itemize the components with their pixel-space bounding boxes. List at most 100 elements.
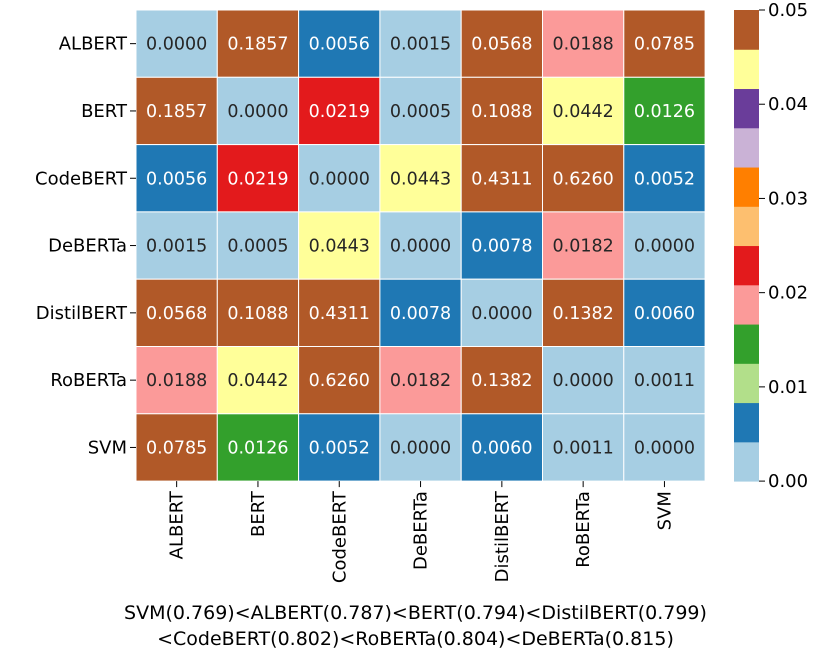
heatmap-cell <box>135 278 218 348</box>
y-tick-label: BERT <box>81 101 128 122</box>
cell-value-label: 0.0056 <box>309 35 370 55</box>
colorbar-segment <box>734 167 759 207</box>
colorbar-segment <box>734 284 759 325</box>
cell-value-label: 0.4311 <box>471 169 532 189</box>
cell-value-label: 0.0052 <box>309 438 370 458</box>
cell-value-label: 0.0011 <box>634 371 695 391</box>
heatmap-cell <box>542 413 625 482</box>
cell-value-label: 0.6260 <box>309 371 370 391</box>
heatmap-cell <box>135 9 218 78</box>
x-tick-label: ALBERT <box>167 490 188 559</box>
x-tick-label: DeBERTa <box>411 491 432 570</box>
cell-value-label: 0.0182 <box>553 237 614 257</box>
cell-value-label: 0.1857 <box>227 35 288 55</box>
heatmap-cell <box>216 346 300 415</box>
cell-value-label: 0.0056 <box>146 169 207 189</box>
cell-value-label: 0.0060 <box>471 438 532 458</box>
heatmap-cell <box>623 76 706 146</box>
cell-value-label: 0.0005 <box>227 237 288 257</box>
heatmap-cell <box>135 211 218 280</box>
cell-value-label: 0.0443 <box>309 237 370 257</box>
colorbar-segment <box>734 245 759 286</box>
heatmap-cell <box>298 346 381 415</box>
y-tick-label: ALBERT <box>59 34 128 55</box>
colorbar-segment <box>734 127 759 168</box>
cell-value-label: 0.1857 <box>146 102 207 122</box>
cell-value-label: 0.0568 <box>471 35 532 55</box>
colorbar-segment <box>734 10 759 50</box>
heatmap-cell <box>298 76 381 146</box>
cell-value-label: 0.1088 <box>227 304 288 324</box>
x-tick-label: RoBERTa <box>573 491 594 568</box>
colorbar-tick-label: 0.00 <box>768 471 808 492</box>
y-tick-label: RoBERTa <box>50 370 127 391</box>
cell-value-label: 0.0000 <box>553 371 614 391</box>
cell-value-label: 0.0785 <box>146 438 207 458</box>
colorbar-segment <box>734 441 759 482</box>
cell-value-label: 0.4311 <box>309 304 370 324</box>
cell-value-label: 0.0011 <box>553 438 614 458</box>
cell-value-label: 0.0000 <box>634 438 695 458</box>
caption-line-2: <CodeBERT(0.802)<RoBERTa(0.804)<DeBERTa(… <box>157 628 674 650</box>
x-tick-label: DistilBERT <box>492 490 513 582</box>
heatmap-cell <box>542 211 625 280</box>
heatmap-cell <box>379 9 462 78</box>
cell-value-label: 0.0078 <box>471 237 532 257</box>
heatmap-cell <box>542 144 625 213</box>
cell-value-label: 0.0126 <box>227 438 288 458</box>
heatmap-chart: 0.0000 0.1857 0.0056 0.0015 0.0568 0.0188 0.07… <box>35 0 808 583</box>
cell-value-label: 0.1382 <box>553 304 614 324</box>
y-tick-label: DistilBERT <box>36 303 128 324</box>
cell-value-label: 0.0000 <box>146 35 207 55</box>
heatmap-cell <box>460 76 544 146</box>
heatmap-cell <box>460 346 544 415</box>
colorbar-segment <box>734 363 759 404</box>
cell-value-label: 0.0785 <box>634 35 695 55</box>
cell-value-label: 0.0078 <box>390 304 451 324</box>
heatmap-cell <box>135 413 218 482</box>
x-tick-label: CodeBERT <box>329 490 350 583</box>
y-tick-label: CodeBERT <box>35 168 128 189</box>
cell-value-label: 0.0052 <box>634 169 695 189</box>
heatmap-cell <box>460 144 544 213</box>
cell-value-label: 0.1382 <box>471 371 532 391</box>
heatmap-cell <box>216 9 300 78</box>
y-tick-label: SVM <box>88 437 127 458</box>
cell-value-label: 0.0000 <box>227 102 288 122</box>
cell-value-label: 0.0188 <box>146 371 207 391</box>
colorbar-segment <box>734 49 759 90</box>
heatmap-cell <box>379 413 462 482</box>
cell-value-label: 0.0000 <box>390 237 451 257</box>
cell-value-label: 0.0000 <box>634 237 695 257</box>
heatmap-cell <box>298 144 381 213</box>
heatmap-cell <box>623 278 706 348</box>
cell-value-label: 0.0219 <box>227 169 288 189</box>
y-tick-label: DeBERTa <box>48 236 127 257</box>
cell-value-label: 0.0442 <box>553 102 614 122</box>
colorbar-tick-label: 0.04 <box>768 94 808 115</box>
colorbar-tick-label: 0.02 <box>768 283 808 304</box>
cell-value-label: 0.0005 <box>390 102 451 122</box>
colorbar-segment <box>734 88 759 129</box>
cell-value-label: 0.1088 <box>471 102 532 122</box>
colorbar-tick-label: 0.01 <box>768 377 808 398</box>
cell-value-label: 0.0182 <box>390 371 451 391</box>
heatmap-cell <box>623 144 706 213</box>
heatmap-cell <box>298 9 381 78</box>
heatmap-cell <box>216 144 300 213</box>
cell-value-label: 0.0188 <box>553 35 614 55</box>
cell-value-label: 0.6260 <box>553 169 614 189</box>
x-tick-label: SVM <box>654 491 675 530</box>
cell-value-label: 0.0015 <box>146 237 207 257</box>
colorbar-segment <box>734 206 759 247</box>
heatmap-cell <box>135 346 218 415</box>
x-tick-label: BERT <box>248 490 269 537</box>
colorbar-segment <box>734 324 759 364</box>
caption-line-1: SVM(0.769)<ALBERT(0.787)<BERT(0.794)<Dis… <box>124 602 707 624</box>
heatmap-cell <box>298 278 381 348</box>
cell-value-label: 0.0219 <box>309 102 370 122</box>
cell-value-label: 0.0568 <box>146 304 207 324</box>
cell-value-label: 0.0000 <box>390 438 451 458</box>
cell-value-label: 0.0000 <box>309 169 370 189</box>
cell-value-label: 0.0442 <box>227 371 288 391</box>
